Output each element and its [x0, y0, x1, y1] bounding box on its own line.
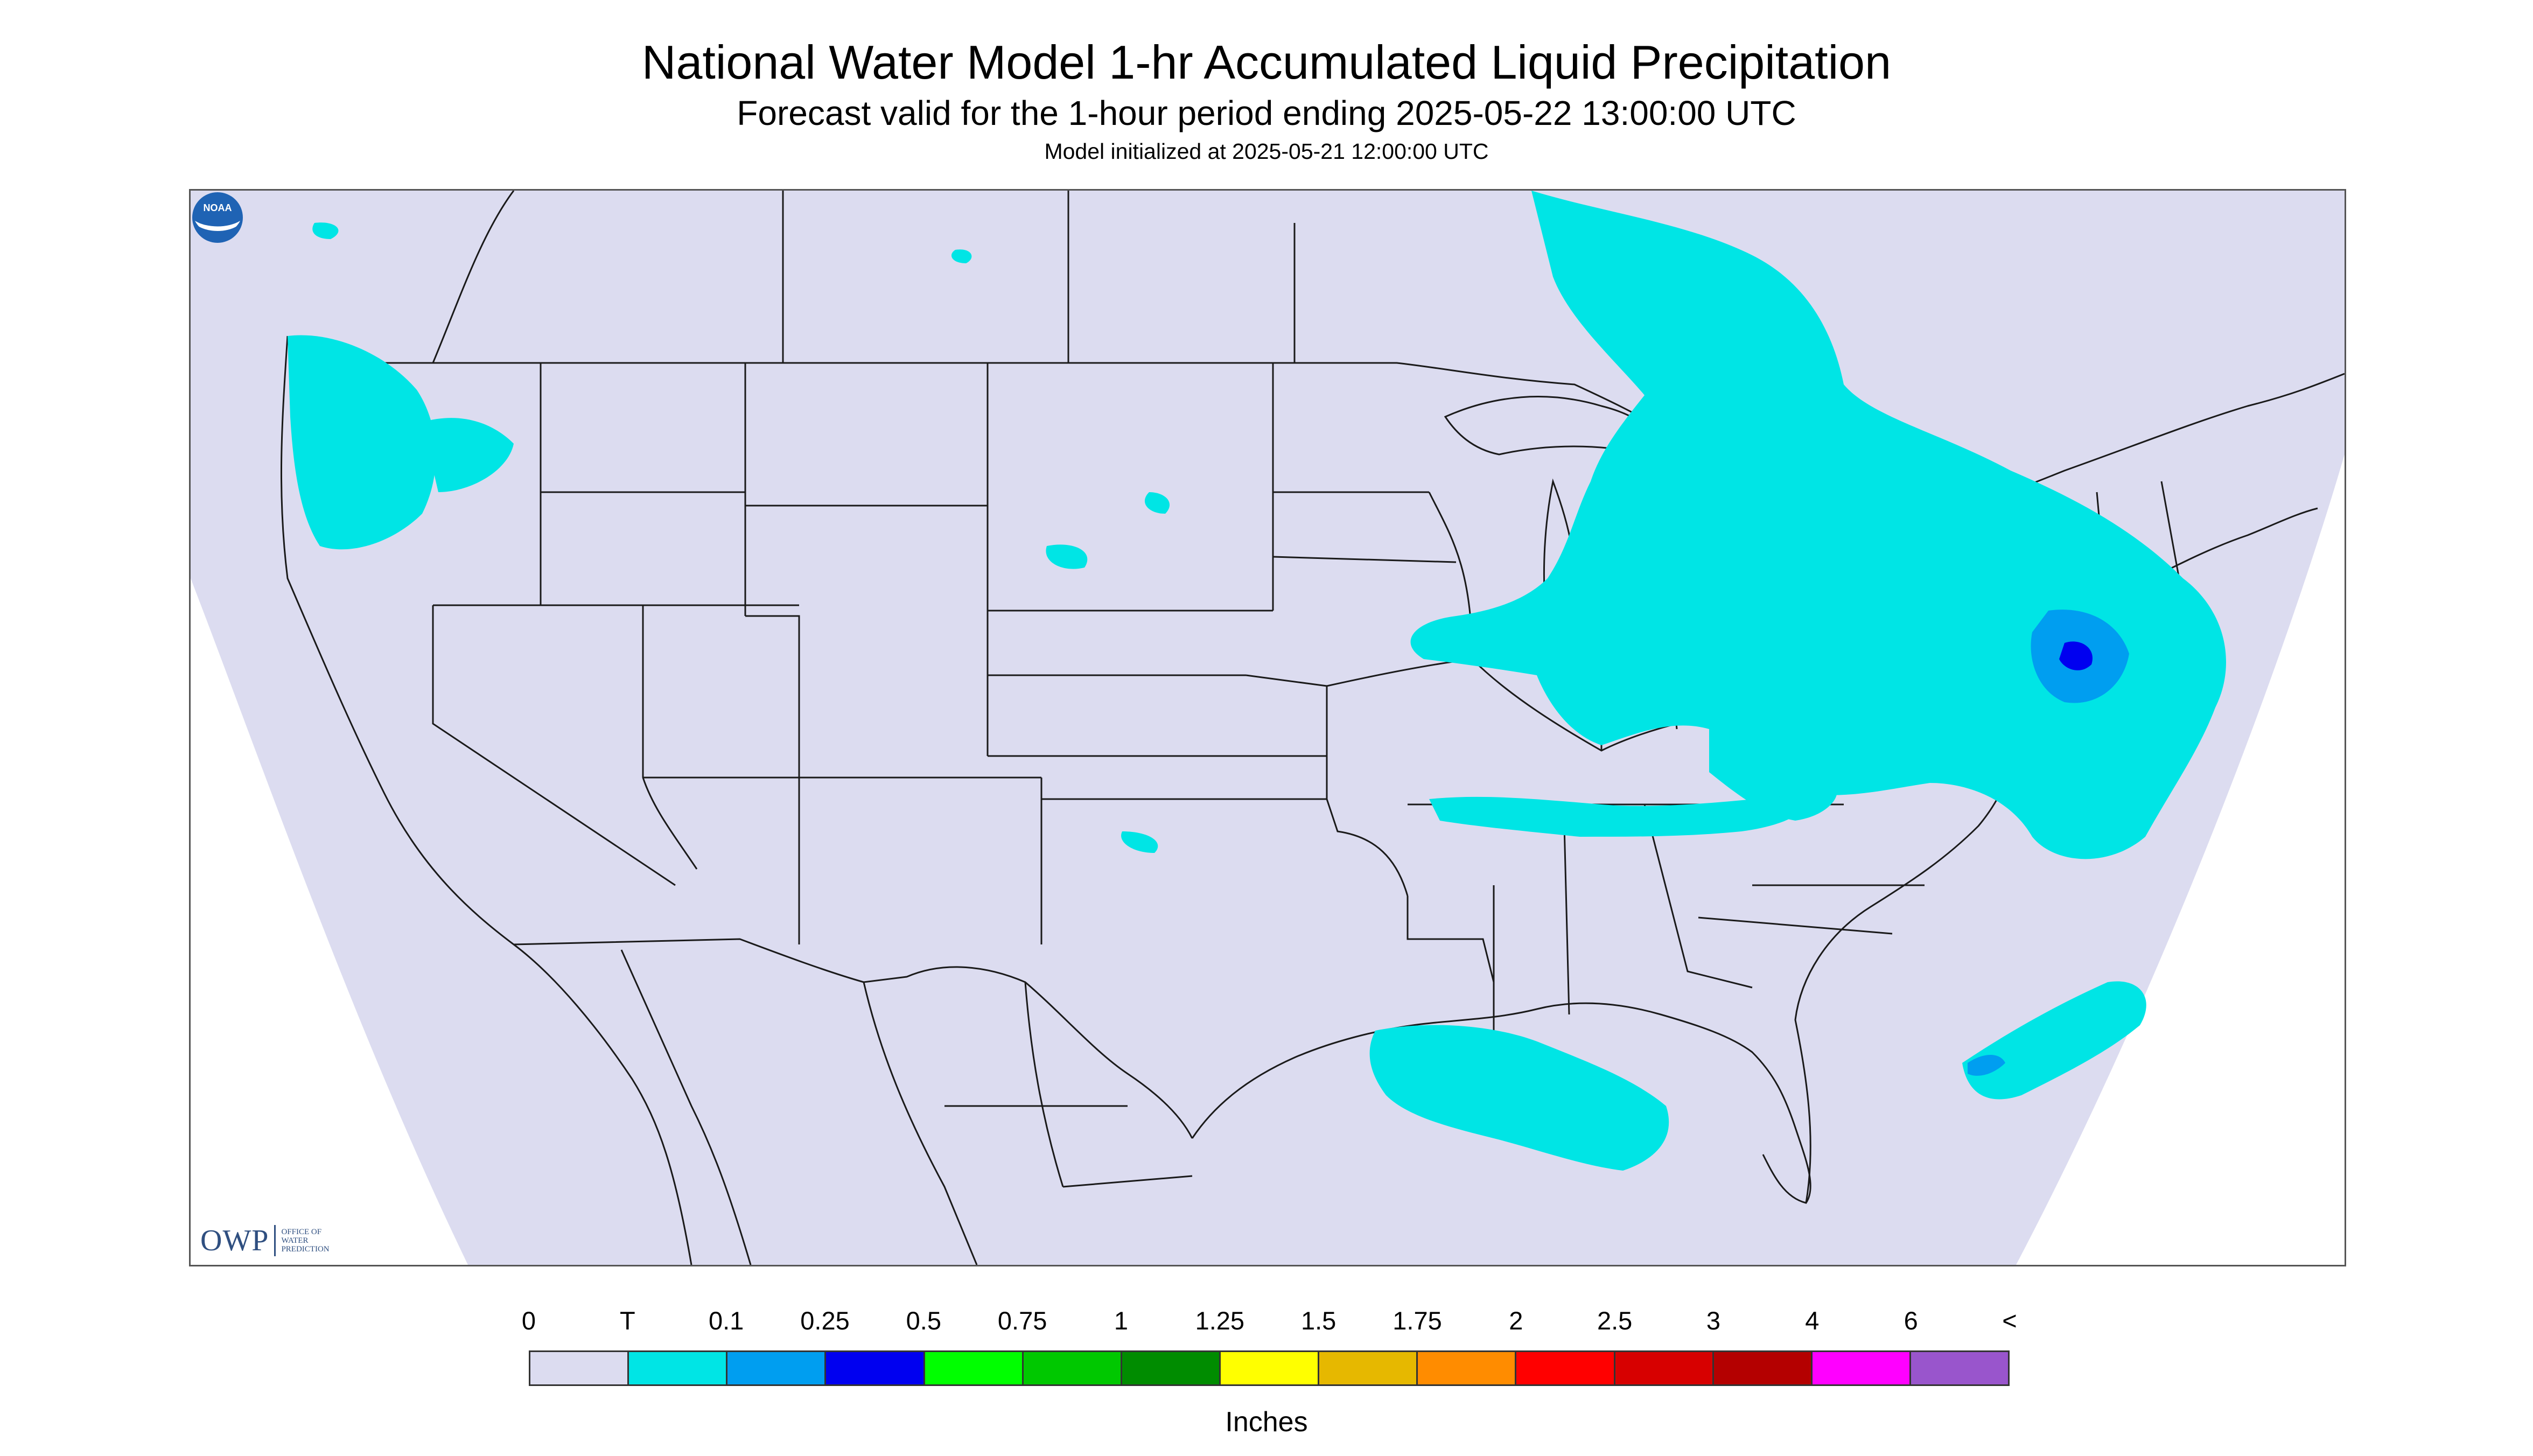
gulf-coast	[1191, 1002, 1811, 1204]
legend-tick-label: 0.5	[906, 1306, 941, 1335]
legend-tick-label: 0.1	[708, 1306, 744, 1335]
legend-tick-label: 1.75	[1393, 1306, 1442, 1335]
legend-tick-label: 6	[1904, 1306, 1918, 1335]
west-coast	[280, 335, 692, 1265]
owp-word: Office of	[281, 1228, 322, 1236]
precip-great-plains	[1121, 831, 1158, 853]
legend-swatch	[629, 1352, 728, 1384]
legend-swatch	[1023, 1352, 1122, 1384]
noaa-logo: NOAA	[192, 192, 243, 243]
legend-tick-label: 1.25	[1195, 1306, 1245, 1335]
legend-swatch	[1418, 1352, 1517, 1384]
legend-colorbar	[529, 1350, 2010, 1386]
precip-tennessee-band	[1429, 794, 1808, 837]
legend-units: Inches	[1225, 1406, 1308, 1438]
precip-canada-west	[312, 222, 339, 239]
owp-words: Office of Water Prediction	[281, 1228, 329, 1254]
legend-swatch	[1122, 1352, 1221, 1384]
precip-quarter-areas	[2059, 641, 2093, 670]
legend-swatch	[1812, 1352, 1911, 1384]
precip-central-canada	[951, 249, 972, 263]
precip-upper-midwest-small	[1046, 544, 1088, 569]
legend-tick-label: 3	[1706, 1306, 1721, 1335]
noaa-logo-text: NOAA	[204, 202, 232, 213]
legend-tick-label: 1.5	[1300, 1306, 1337, 1335]
owp-word: Water	[281, 1236, 309, 1245]
precip-gulf	[1369, 1025, 1669, 1171]
legend-tick-label: 2.5	[1597, 1306, 1633, 1335]
model-init-time: Model initialized at 2025-05-21 12:00:00…	[1044, 139, 1489, 164]
legend-swatch	[1516, 1352, 1615, 1384]
us-mexico-border	[513, 938, 1193, 1139]
owp-letters: OWP	[200, 1224, 269, 1257]
legend-swatch	[727, 1352, 827, 1384]
owp-divider	[274, 1225, 276, 1256]
legend-tick-label: 2	[1509, 1306, 1523, 1335]
legend-swatch	[1615, 1352, 1714, 1384]
legend-swatch	[530, 1352, 629, 1384]
legend-tick-label: 0.25	[800, 1306, 850, 1335]
legend-swatch	[1319, 1352, 1418, 1384]
legend-swatch	[1713, 1352, 1813, 1384]
precip-new-jersey-max	[2059, 641, 2093, 670]
precip-northern-plains	[1144, 492, 1170, 514]
precip-western-atlantic	[1962, 981, 2146, 1100]
legend-tick-label: 4	[1805, 1306, 1820, 1335]
precipitation-map[interactable]: OWP Office of Water Prediction NOAA	[189, 189, 2346, 1266]
precip-pacific-northwest	[288, 335, 436, 550]
precip-trace-areas	[288, 191, 2226, 1171]
legend-swatch	[1911, 1352, 2009, 1384]
legend-tick-label: T	[619, 1306, 635, 1335]
legend-swatch	[925, 1352, 1024, 1384]
owp-word: Prediction	[281, 1245, 330, 1254]
legend-swatch	[826, 1352, 925, 1384]
map-subtitle: Forecast valid for the 1-hour period end…	[737, 94, 1796, 132]
owp-logo: OWP Office of Water Prediction	[200, 1219, 330, 1262]
legend-tick-label: 1	[1114, 1306, 1129, 1335]
precip-upper-midwest	[1410, 191, 2226, 859]
map-title: National Water Model 1-hr Accumulated Li…	[641, 36, 1892, 89]
map-canvas	[191, 191, 2345, 1265]
legend-tick-label: 0	[521, 1306, 536, 1335]
legend-tick-label: 0.75	[997, 1306, 1047, 1335]
precip-pacific-northwest-east	[422, 418, 514, 492]
precip-atlantic-heavier	[1968, 1055, 2005, 1076]
legend-tick-label: <	[2002, 1306, 2017, 1335]
legend-swatch	[1220, 1352, 1320, 1384]
